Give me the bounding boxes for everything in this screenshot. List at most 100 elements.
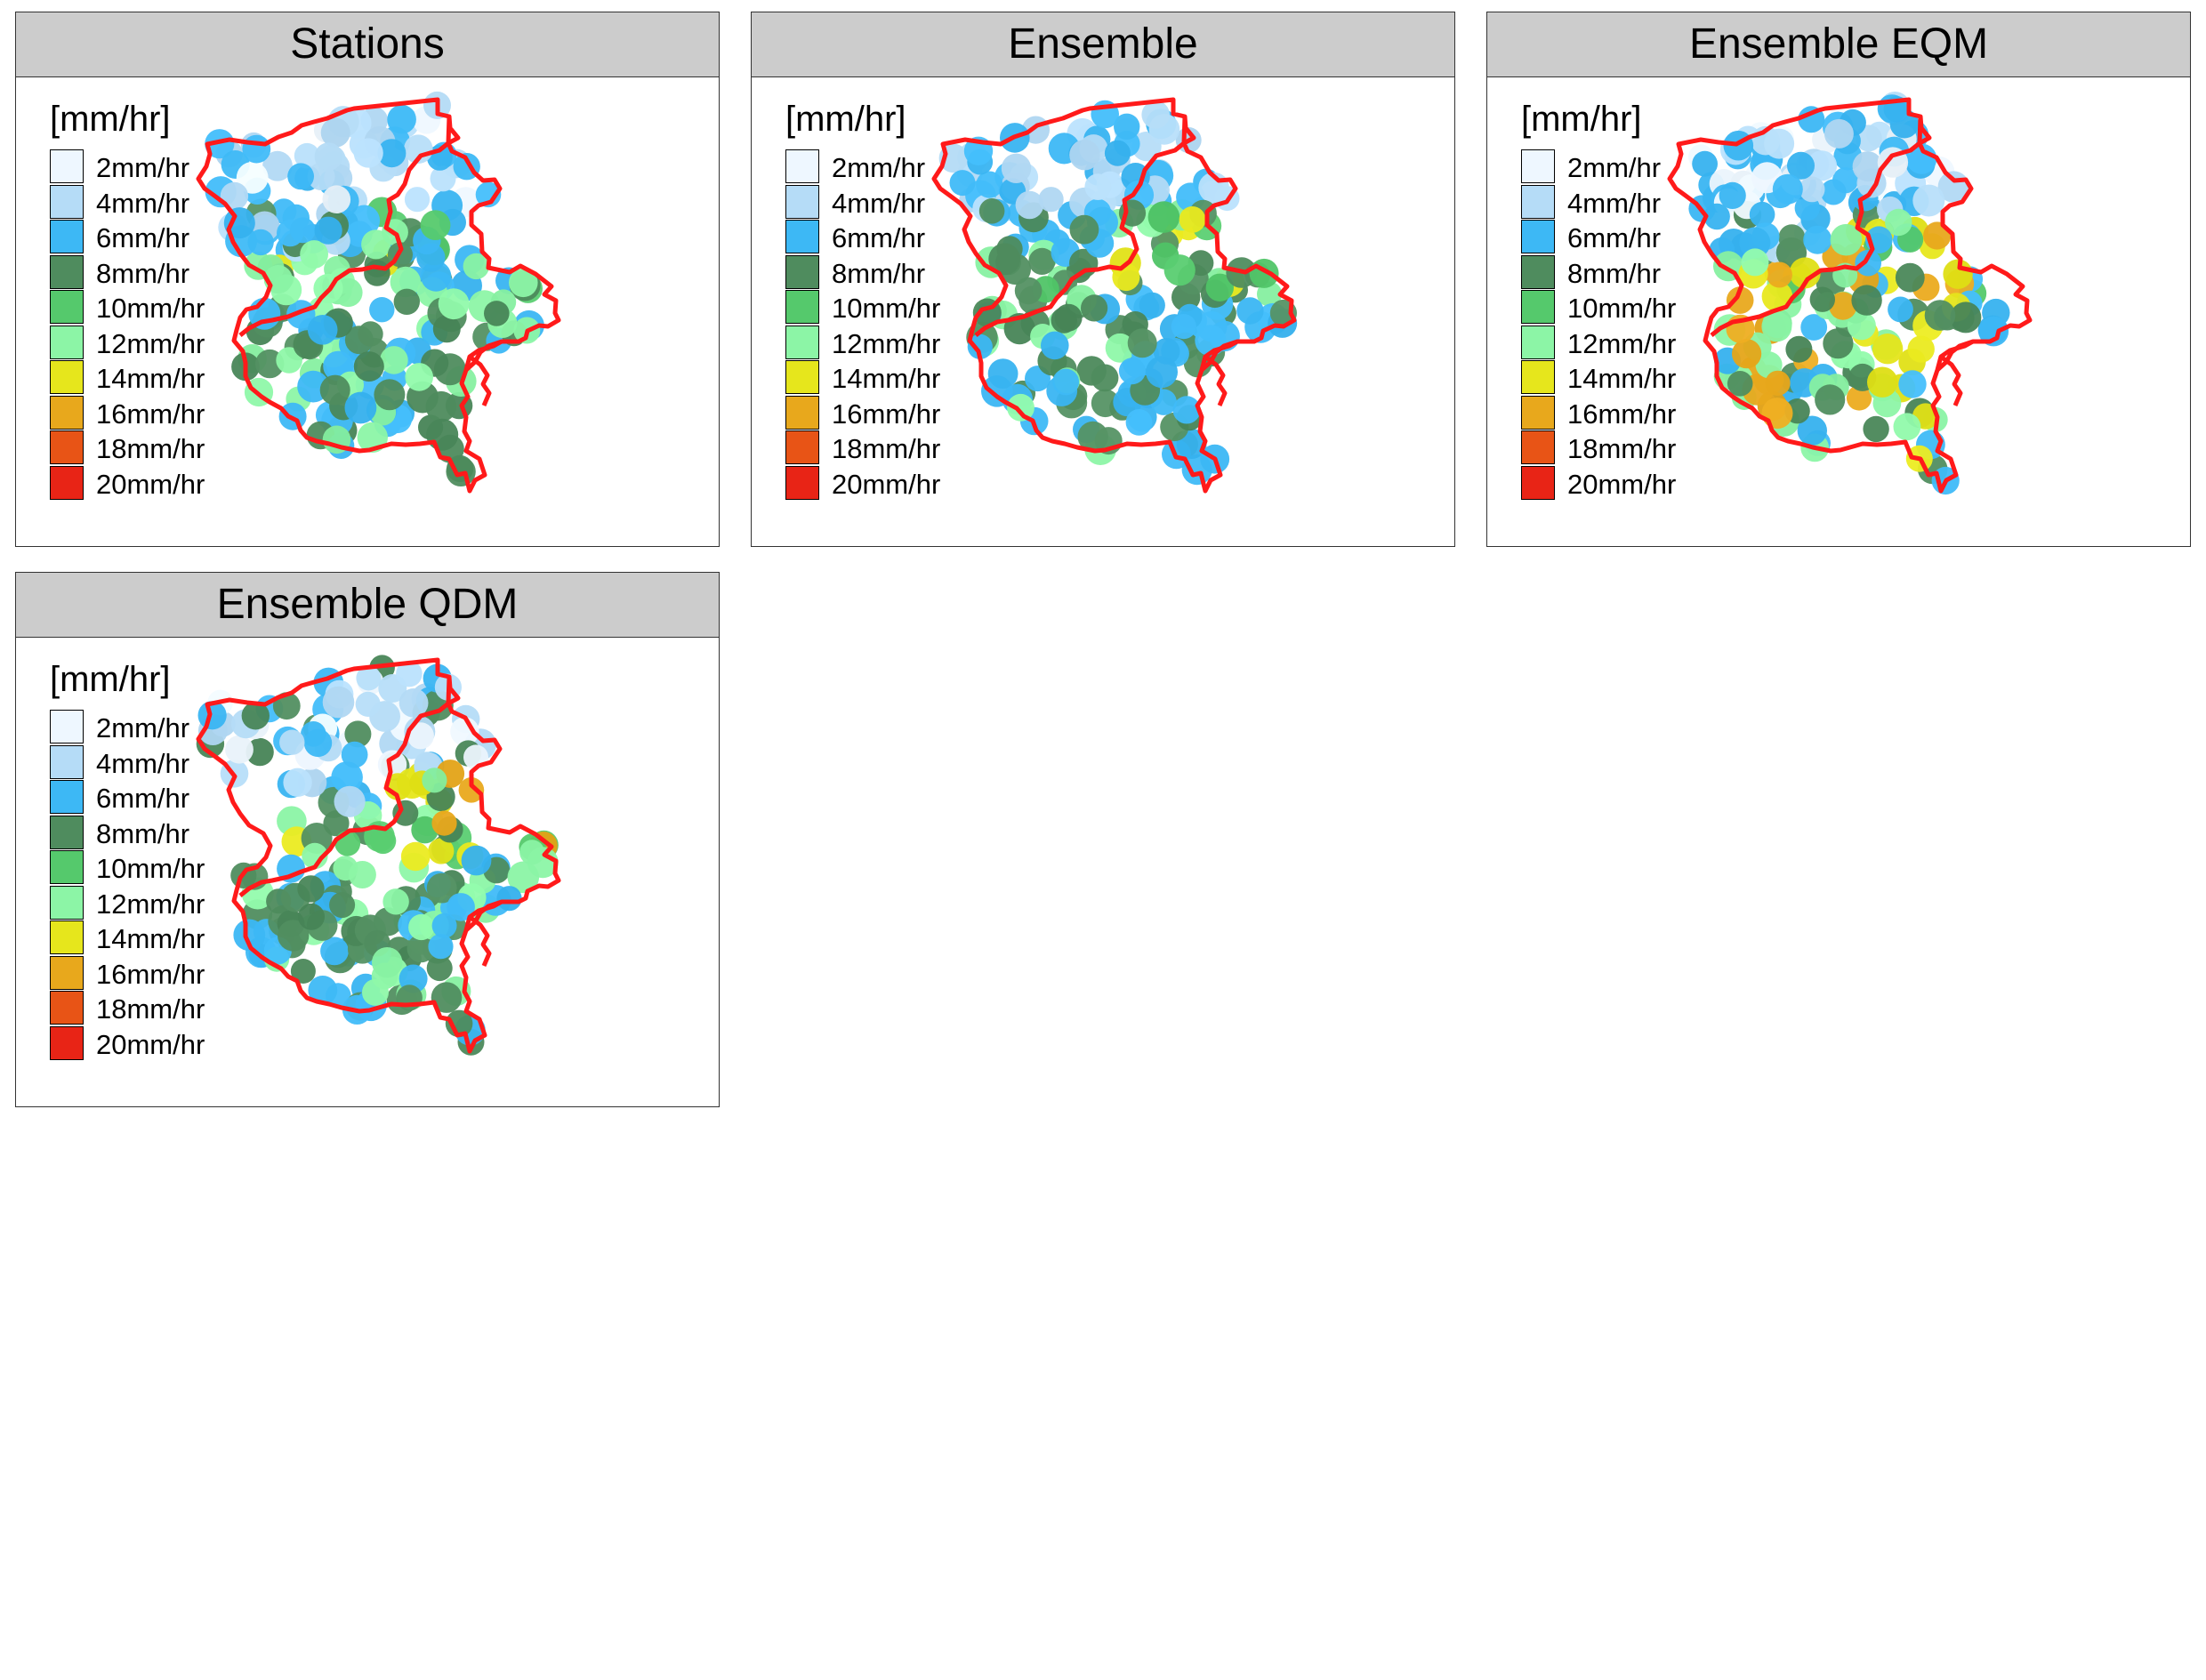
station-point bbox=[247, 229, 274, 256]
station-point bbox=[1692, 150, 1718, 177]
legend-label: 12mm/hr bbox=[96, 327, 205, 359]
station-point bbox=[431, 810, 457, 836]
region-boundary bbox=[196, 97, 561, 494]
station-point bbox=[411, 816, 439, 844]
station-point bbox=[1761, 398, 1793, 430]
station-point bbox=[519, 840, 545, 865]
legend-item: 12mm/hr bbox=[50, 325, 205, 361]
legend-label: 14mm/hr bbox=[96, 923, 205, 954]
station-point bbox=[1069, 214, 1099, 245]
station-point bbox=[1153, 338, 1180, 365]
legend-swatch bbox=[50, 744, 84, 779]
legend-label: 10mm/hr bbox=[1567, 293, 1677, 324]
legend-label: 4mm/hr bbox=[1567, 187, 1662, 219]
station-point bbox=[369, 827, 397, 855]
station-point bbox=[428, 934, 454, 960]
legend-label: 18mm/hr bbox=[1567, 433, 1677, 464]
legend-item: 18mm/hr bbox=[50, 991, 205, 1026]
legend-label: 4mm/hr bbox=[832, 187, 926, 219]
station-point bbox=[283, 768, 312, 797]
legend-unit: [mm/hr] bbox=[50, 660, 171, 699]
province-boundary bbox=[1200, 339, 1238, 372]
station-point bbox=[322, 185, 351, 213]
station-point bbox=[242, 134, 271, 164]
legend-item: 8mm/hr bbox=[50, 815, 189, 851]
station-point bbox=[407, 722, 434, 750]
station-point bbox=[988, 243, 1021, 276]
station-map bbox=[931, 97, 1298, 494]
legend-swatch bbox=[1521, 149, 1555, 183]
station-point bbox=[1028, 247, 1056, 275]
station-point bbox=[1867, 366, 1898, 398]
station-point bbox=[329, 892, 356, 919]
station-point bbox=[236, 161, 269, 194]
station-point bbox=[1950, 301, 1982, 334]
station-point bbox=[463, 253, 489, 280]
legend-item: 20mm/hr bbox=[1521, 465, 1676, 502]
legend-swatch bbox=[50, 780, 84, 814]
station-point bbox=[1820, 179, 1847, 205]
legend-swatch bbox=[50, 815, 84, 849]
station-point bbox=[344, 391, 377, 424]
station-point bbox=[1772, 173, 1803, 205]
legend-item: 2mm/hr bbox=[50, 710, 189, 745]
legend-item: 12mm/hr bbox=[50, 885, 205, 921]
station-point bbox=[331, 761, 363, 793]
station-map bbox=[196, 91, 561, 494]
station-point bbox=[1114, 113, 1140, 140]
legend-label: 10mm/hr bbox=[96, 293, 205, 324]
legend-label: 18mm/hr bbox=[832, 433, 941, 464]
station-point bbox=[333, 856, 358, 881]
station-point bbox=[1081, 294, 1108, 322]
station-point bbox=[976, 171, 1003, 198]
panel-title: Stations bbox=[16, 12, 719, 77]
station-point bbox=[1978, 316, 2009, 347]
station-point bbox=[1863, 415, 1889, 443]
station-point bbox=[1924, 300, 1956, 331]
station-point bbox=[334, 785, 366, 817]
station-point bbox=[1852, 151, 1883, 182]
station-point bbox=[1872, 334, 1904, 365]
legend: [mm/hr] 2mm/hr 4mm/hr 6mm/hr 8mm/hr 10mm/hr 1… bbox=[1521, 101, 1676, 502]
legend-swatch bbox=[50, 360, 84, 394]
station-point bbox=[1855, 249, 1881, 277]
legend-swatch bbox=[50, 254, 84, 289]
station-point bbox=[484, 301, 510, 326]
station-point bbox=[1105, 333, 1135, 363]
province-boundary bbox=[974, 116, 1188, 337]
legend: [mm/hr] 2mm/hr 4mm/hr 6mm/hr 8mm/hr 10mm/hr 1… bbox=[50, 101, 205, 501]
legend-swatch bbox=[785, 149, 819, 183]
legend-label: 8mm/hr bbox=[1567, 257, 1662, 289]
station-point bbox=[438, 288, 470, 320]
legend-label: 8mm/hr bbox=[96, 817, 190, 849]
map-panel-stations: Stations [mm/hr] 2mm/hr 4mm/hr 6mm/hr 8mm/h… bbox=[15, 12, 720, 547]
legend-item: 10mm/hr bbox=[50, 850, 205, 886]
province-boundary bbox=[1710, 116, 1923, 337]
region-boundary bbox=[931, 97, 1297, 494]
legend-label: 16mm/hr bbox=[96, 398, 205, 430]
legend-item: 2mm/hr bbox=[1521, 149, 1661, 185]
station-point bbox=[1179, 206, 1206, 233]
region-boundary bbox=[196, 657, 561, 1054]
station-point bbox=[447, 893, 475, 921]
province-boundary bbox=[1939, 355, 1963, 406]
station-point bbox=[1765, 370, 1791, 396]
station-point bbox=[1007, 393, 1035, 422]
legend-swatch bbox=[50, 885, 84, 920]
legend-item: 14mm/hr bbox=[50, 360, 205, 396]
legend-item: 14mm/hr bbox=[1521, 360, 1676, 396]
station-point bbox=[1172, 396, 1201, 424]
station-point bbox=[374, 379, 406, 411]
station-point bbox=[1824, 118, 1854, 149]
station-point bbox=[323, 810, 350, 837]
station-point bbox=[430, 165, 456, 192]
station-point bbox=[1787, 151, 1815, 180]
station-point bbox=[1906, 143, 1937, 174]
legend-swatch bbox=[50, 850, 84, 884]
station-point bbox=[1888, 296, 1913, 323]
legend-label: 14mm/hr bbox=[1567, 363, 1677, 394]
station-point bbox=[362, 978, 389, 1006]
legend-item: 16mm/hr bbox=[1521, 395, 1676, 431]
station-point bbox=[428, 838, 455, 864]
station-point bbox=[294, 142, 320, 169]
